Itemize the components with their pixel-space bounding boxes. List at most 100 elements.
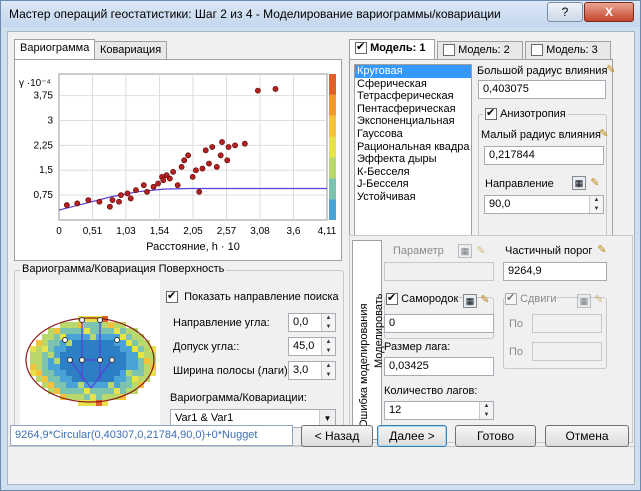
list-item[interactable]: Пентасферическая: [357, 102, 456, 115]
list-item[interactable]: Круговая: [355, 65, 471, 78]
surface-cell: [138, 376, 144, 382]
pencil-icon[interactable]: ✎: [606, 64, 616, 76]
surface-cell: [36, 376, 42, 382]
nugget-label: Самородок: [401, 293, 459, 305]
surface-cell: [72, 382, 78, 388]
calculator-icon[interactable]: ▦: [572, 176, 586, 190]
band-width-field[interactable]: 3,0 ▲ ▼: [288, 361, 336, 380]
lag-size-value: 0,03425: [389, 360, 429, 372]
surface-cell: [66, 346, 72, 352]
model-3-checkbox[interactable]: [531, 44, 543, 57]
model-type-list[interactable]: Круговая Сферическая Тетрасферическая Пе…: [354, 64, 472, 240]
surface-cell: [120, 352, 126, 358]
x-tick-label: 1,03: [116, 226, 136, 237]
surface-map[interactable]: [20, 280, 160, 440]
direction-field[interactable]: 90,0 ▲ ▼: [484, 195, 604, 214]
shift-field-2: [532, 342, 602, 361]
pencil-icon[interactable]: ✎: [597, 244, 607, 256]
angle-direction-field[interactable]: 0,0 ▲ ▼: [288, 313, 336, 332]
surface-cell: [114, 394, 120, 400]
surface-cell: [126, 340, 132, 346]
data-point: [116, 198, 122, 205]
handle-point: [109, 357, 115, 363]
list-item[interactable]: Гауссова: [357, 127, 403, 140]
surface-cell: [150, 370, 156, 376]
tab-model-2[interactable]: Модель: 2: [437, 41, 523, 60]
list-item[interactable]: Сферическая: [357, 77, 427, 90]
help-button[interactable]: ?: [547, 2, 583, 22]
surface-cell: [120, 334, 126, 340]
cancel-button[interactable]: Отмена: [545, 425, 629, 447]
tab-covariance[interactable]: Ковариация: [94, 41, 168, 60]
nugget-row[interactable]: Самородок: [386, 291, 459, 306]
band-width-spinner[interactable]: ▲ ▼: [321, 362, 335, 379]
list-item[interactable]: Устойчивая: [357, 190, 416, 203]
surface-cell: [132, 334, 138, 340]
list-item[interactable]: Эффекта дыры: [357, 153, 437, 166]
list-item[interactable]: К-Бесселя: [357, 165, 410, 178]
vario-cov-dropdown[interactable]: Var1 & Var1 ▼: [170, 409, 336, 428]
data-point: [106, 203, 113, 210]
show-direction-row[interactable]: Показать направление поиска: [166, 289, 339, 304]
surface-cell: [54, 328, 60, 334]
lag-size-field[interactable]: 0,03425: [384, 357, 494, 376]
lag-count-spinner[interactable]: ▲ ▼: [479, 402, 493, 419]
x-tick-label: 2,57: [217, 226, 237, 237]
angle-tolerance-field[interactable]: 45,0 ▲ ▼: [288, 337, 336, 356]
data-point: [155, 180, 162, 187]
surface-cell: [60, 394, 66, 400]
data-point: [63, 202, 70, 208]
pencil-icon[interactable]: ✎: [590, 177, 600, 189]
surface-cell: [132, 364, 138, 370]
tab-model-3[interactable]: Модель: 3: [525, 41, 611, 60]
surface-cell: [42, 346, 48, 352]
finish-button[interactable]: Готово: [455, 425, 536, 447]
list-item[interactable]: Рациональная квадра: [357, 140, 470, 153]
minor-range-field[interactable]: 0,217844: [484, 146, 604, 165]
partial-sill-field[interactable]: 9264,9: [503, 262, 607, 281]
error-modeling-tab[interactable]: [352, 240, 382, 440]
anisotropy-checkbox[interactable]: [485, 106, 497, 121]
surface-cell: [60, 370, 66, 376]
list-item[interactable]: J-Бесселя: [357, 178, 409, 191]
lag-count-field[interactable]: 12 ▲ ▼: [384, 401, 494, 420]
list-item[interactable]: Экспоненциальная: [357, 115, 455, 128]
formula-field[interactable]: 9264,9*Circular(0,40307,0,21784,90,0)+0*…: [10, 425, 293, 446]
surface-cell: [90, 316, 96, 322]
major-range-field[interactable]: 0,403075: [478, 80, 606, 99]
tab-model-1[interactable]: Модель: 1: [349, 39, 435, 60]
surface-cell: [132, 358, 138, 364]
tab-variogram[interactable]: Вариограмма: [14, 39, 96, 60]
show-direction-checkbox[interactable]: [166, 289, 178, 304]
close-button[interactable]: X: [584, 2, 634, 22]
pencil-icon[interactable]: ✎: [599, 128, 609, 140]
surface-cell: [108, 328, 114, 334]
nugget-checkbox[interactable]: [386, 291, 398, 306]
model-2-checkbox[interactable]: [443, 44, 455, 57]
nugget-field[interactable]: 0: [384, 314, 494, 333]
surface-cell: [90, 394, 96, 400]
tab-model-2-label: Модель: 2: [458, 44, 510, 56]
model-1-checkbox[interactable]: [355, 40, 367, 55]
surface-cell: [42, 376, 48, 382]
surface-cell: [72, 358, 78, 364]
x-tick-label: 4,11: [318, 226, 337, 237]
surface-cell: [132, 376, 138, 382]
surface-cell: [78, 334, 84, 340]
surface-cell: [66, 322, 72, 328]
surface-cell: [132, 388, 138, 394]
surface-cell: [84, 358, 90, 364]
list-item[interactable]: Тетрасферическая: [357, 90, 454, 103]
direction-spinner[interactable]: ▲ ▼: [589, 196, 603, 213]
back-button[interactable]: < Назад: [301, 425, 373, 447]
surface-cell: [96, 370, 102, 376]
surface-cell: [78, 400, 84, 406]
surface-cell: [72, 334, 78, 340]
next-button[interactable]: Далее >: [377, 425, 447, 447]
calculator-icon[interactable]: ▦: [463, 294, 477, 308]
angle-tolerance-spinner[interactable]: ▲ ▼: [321, 338, 335, 355]
surface-cell: [90, 376, 96, 382]
pencil-icon[interactable]: ✎: [480, 294, 490, 306]
anisotropy-row[interactable]: Анизотропия: [483, 106, 568, 121]
angle-direction-spinner[interactable]: ▲ ▼: [321, 314, 335, 331]
